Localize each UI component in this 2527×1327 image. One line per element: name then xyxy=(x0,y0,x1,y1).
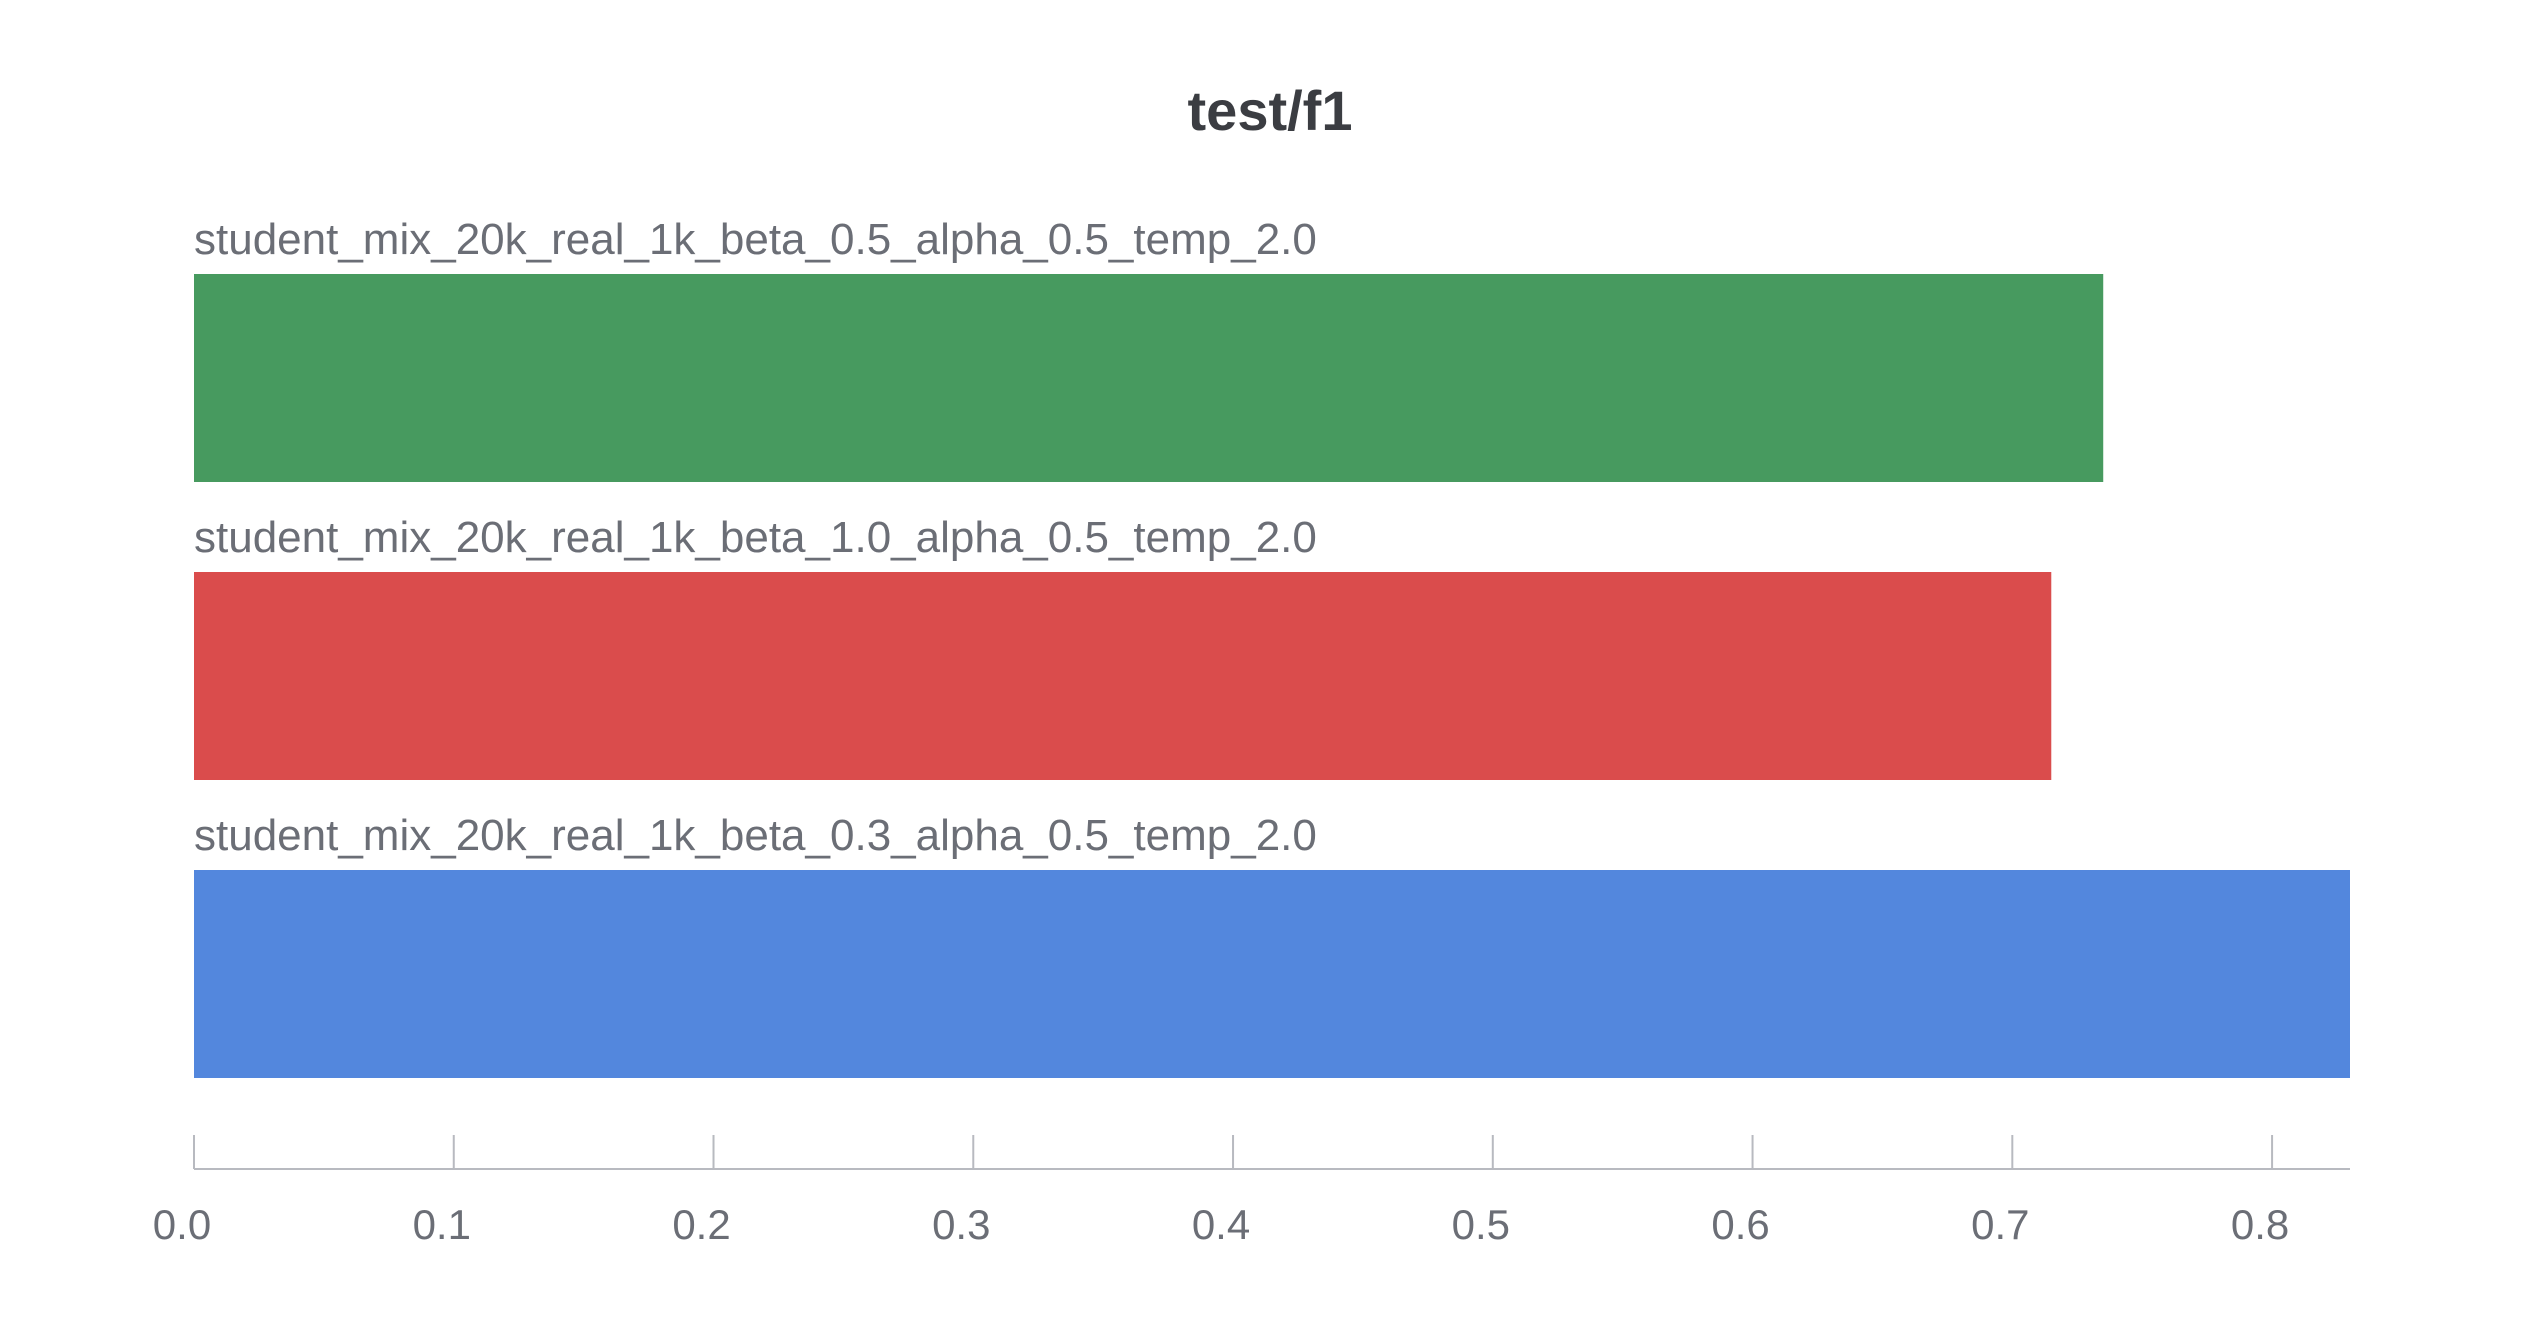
bar[interactable] xyxy=(194,274,2104,482)
chart-title: test/f1 xyxy=(1188,79,1353,142)
bar-label: student_mix_20k_real_1k_beta_0.5_alpha_0… xyxy=(194,215,1317,264)
x-tick-label: 0.6 xyxy=(1711,1201,1769,1248)
x-tick-label: 0.7 xyxy=(1971,1201,2029,1248)
bars-layer: student_mix_20k_real_1k_beta_0.5_alpha_0… xyxy=(194,215,2350,1078)
bar-group: student_mix_20k_real_1k_beta_0.5_alpha_0… xyxy=(194,215,2104,482)
x-tick-label: 0.1 xyxy=(413,1201,471,1248)
x-tick-label: 0.4 xyxy=(1192,1201,1250,1248)
x-axis: 0.0 0.1 0.2 0.3 0.4 0.5 0.6 0.7 0.8 xyxy=(153,1135,2350,1248)
x-tick-label: 0.3 xyxy=(932,1201,990,1248)
x-tick-label: 0.8 xyxy=(2231,1201,2289,1248)
x-tick-label: 0.0 xyxy=(153,1201,211,1248)
bar[interactable] xyxy=(194,572,2052,780)
bar-label: student_mix_20k_real_1k_beta_1.0_alpha_0… xyxy=(194,513,1317,562)
bar-group: student_mix_20k_real_1k_beta_0.3_alpha_0… xyxy=(194,811,2350,1078)
x-tick-label: 0.2 xyxy=(672,1201,730,1248)
bar[interactable] xyxy=(194,870,2350,1078)
bar-group: student_mix_20k_real_1k_beta_1.0_alpha_0… xyxy=(194,513,2052,780)
bar-label: student_mix_20k_real_1k_beta_0.3_alpha_0… xyxy=(194,811,1317,860)
x-tick-label: 0.5 xyxy=(1452,1201,1510,1248)
